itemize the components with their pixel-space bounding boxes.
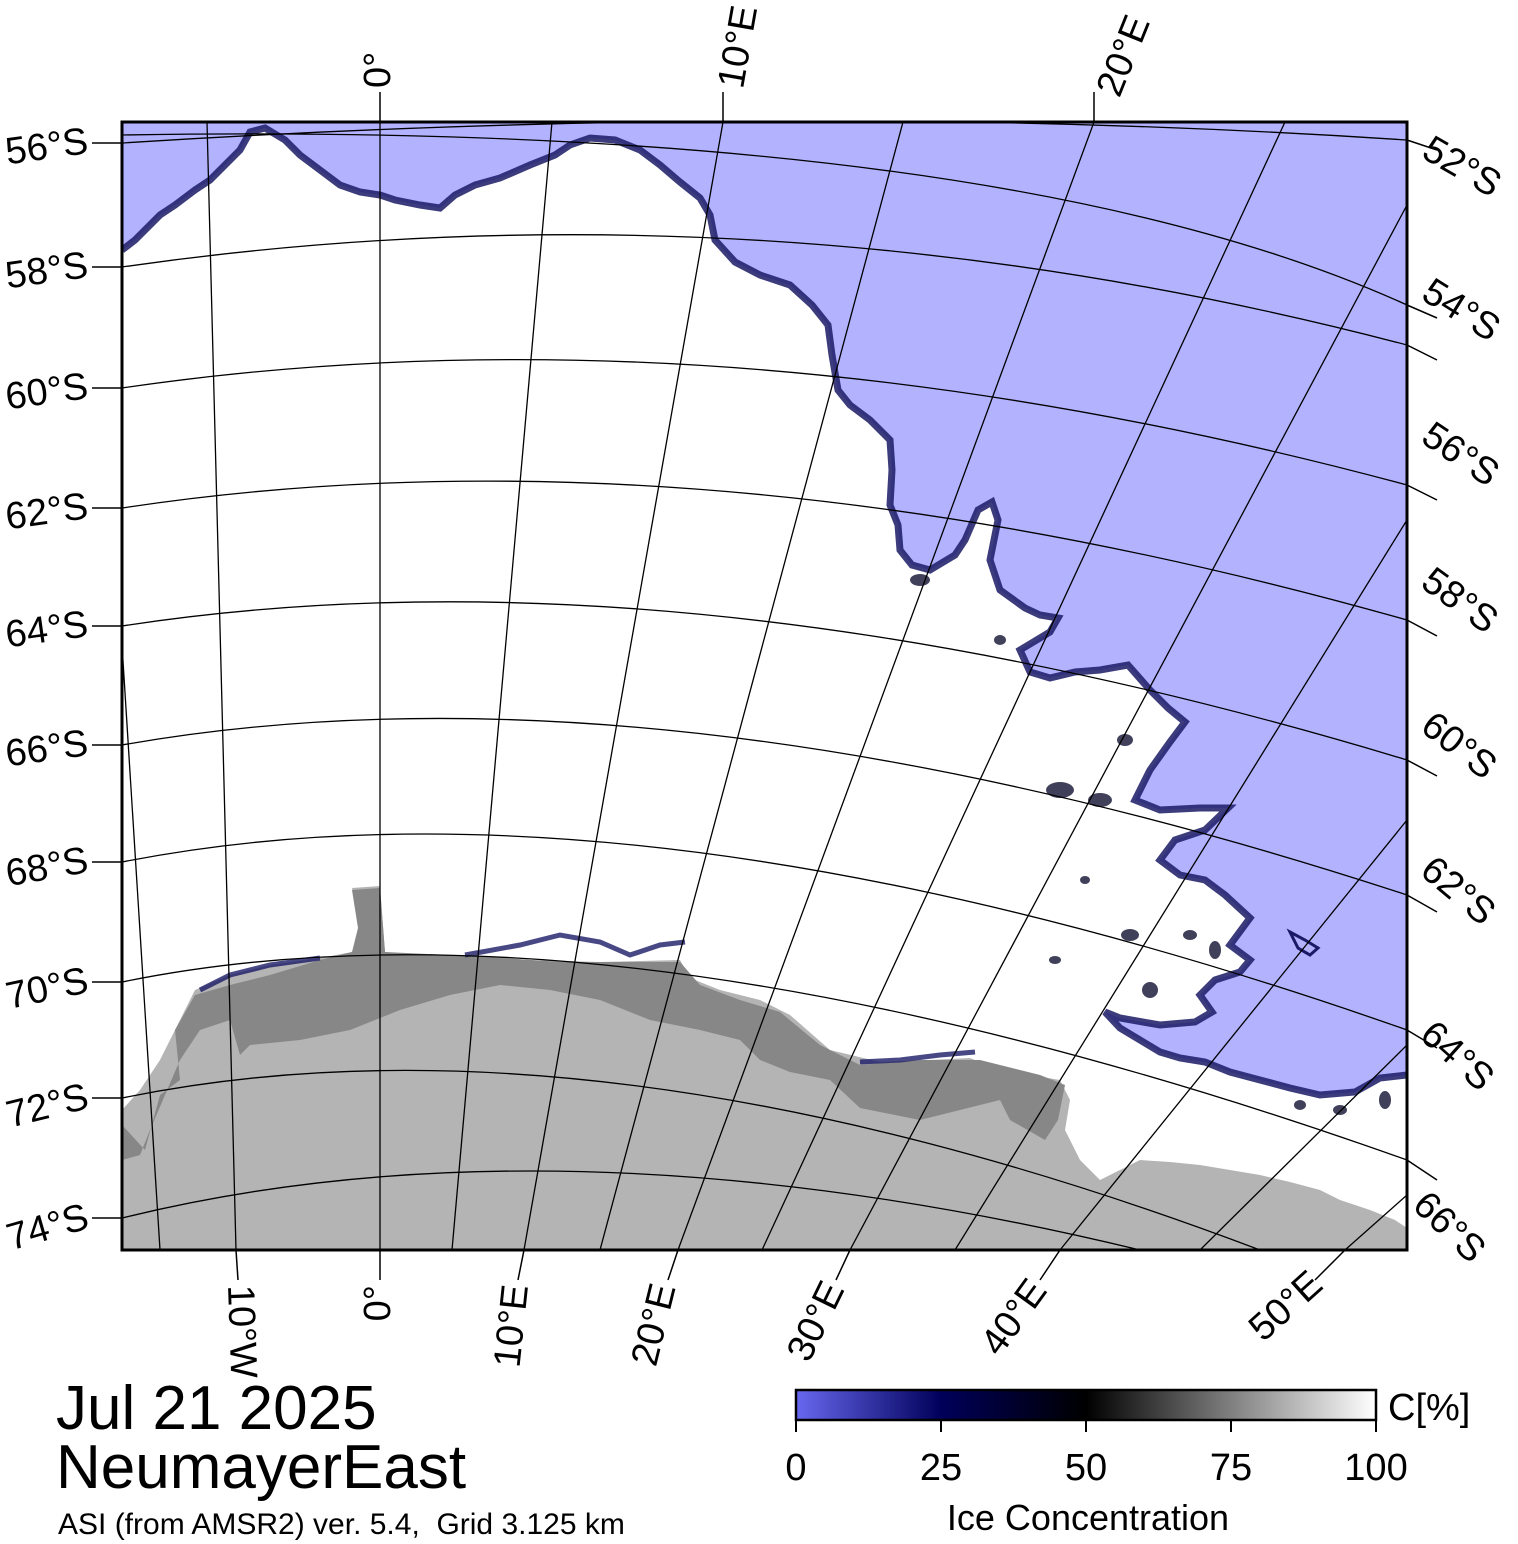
lat-label: 54°S (1415, 271, 1507, 351)
data-source-note: ASI (from AMSR2) ver. 5.4, Grid 3.125 km (58, 1508, 625, 1541)
lat-label: 58°S (1414, 559, 1506, 642)
colorbar-tick-label: 0 (785, 1447, 806, 1489)
graticule (122, 122, 1407, 1250)
left-lat-labels: 56°S 58°S 60°S 62°S 64°S 66°S 68°S 70°S … (2, 120, 93, 1259)
colorbar-unit: C[%] (1388, 1387, 1470, 1429)
lat-label: 62°S (1413, 848, 1503, 933)
open-water-area (122, 122, 1407, 1095)
colorbar: 0 25 50 75 100 C[%] Ice Concentration (785, 1387, 1470, 1538)
lat-label: 66°S (1405, 1183, 1494, 1271)
top-lon-labels: 0° 10°E 20°E (357, 2, 1159, 102)
lat-label: 62°S (3, 485, 91, 538)
lon-label: 40°E (973, 1271, 1056, 1363)
lon-label: 20°E (1089, 10, 1159, 103)
lon-label: 10°E (487, 1283, 537, 1370)
lat-label: 68°S (2, 839, 91, 895)
colorbar-tick-label: 25 (920, 1447, 962, 1489)
map-frame (120, 120, 1409, 1252)
colorbar-tick-label: 100 (1344, 1447, 1407, 1489)
lon-label: 30°E (779, 1275, 853, 1368)
colorbar-tick-label: 50 (1065, 1447, 1107, 1489)
lat-label: 60°S (1413, 704, 1504, 788)
ice-edge-patches (910, 574, 1391, 1115)
lat-label: 74°S (2, 1196, 93, 1259)
polynya (1286, 928, 1321, 957)
lat-label: 72°S (2, 1076, 93, 1137)
colorbar-gradient (794, 1388, 1378, 1422)
lat-label: 52°S (1415, 128, 1508, 206)
lon-label: 0° (357, 52, 399, 88)
region-name: NeumayerEast (56, 1433, 467, 1502)
lat-label: 56°S (3, 120, 91, 173)
lon-label: 10°E (710, 2, 766, 91)
lat-label: 66°S (3, 722, 91, 775)
coastal-ice-fringe (198, 932, 976, 1065)
lat-label: 64°S (1412, 1013, 1502, 1100)
map-date: Jul 21 2025 (56, 1374, 377, 1443)
ice-edge-line (122, 124, 1407, 1099)
right-lat-labels: 52°S 54°S 56°S 58°S 60°S 62°S 64°S 66°S (1405, 128, 1508, 1271)
lat-label: 56°S (1414, 414, 1506, 495)
lat-label: 60°S (3, 365, 91, 418)
lat-label: 70°S (2, 960, 92, 1018)
lon-label: 20°E (624, 1279, 685, 1370)
frame-ticks (92, 92, 1438, 1281)
bottom-lon-labels: 10°W 0° 10°E 20°E 30°E 40°E 50°E (219, 1263, 1331, 1379)
colorbar-tick-label: 75 (1210, 1447, 1252, 1489)
lon-label: 10°W (219, 1284, 264, 1379)
lat-label: 64°S (3, 603, 91, 656)
lat-label: 58°S (3, 244, 91, 297)
lon-label: 0° (357, 1285, 399, 1321)
map-area (122, 122, 1407, 1250)
colorbar-title: Ice Concentration (947, 1497, 1229, 1538)
lon-label: 50°E (1241, 1263, 1331, 1350)
